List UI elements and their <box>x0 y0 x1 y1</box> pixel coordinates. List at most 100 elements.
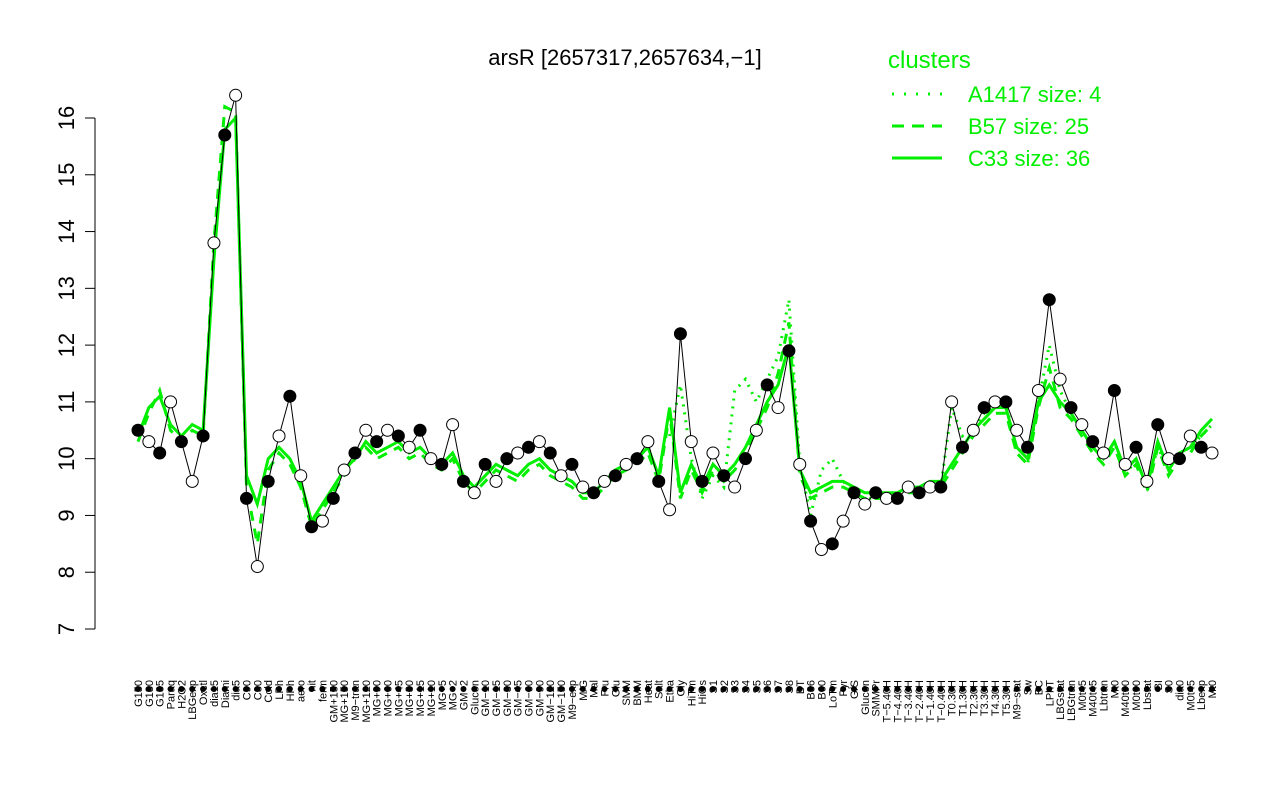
x-marker-dot <box>796 686 803 692</box>
x-tick-label: HiTm <box>686 680 698 706</box>
data-point <box>261 474 275 488</box>
data-point <box>760 378 774 392</box>
x-tick-label: LBGtran <box>1066 680 1078 721</box>
x-marker-dot <box>438 686 445 692</box>
x-marker-dot <box>265 686 272 692</box>
y-tick-label: 13 <box>54 276 79 300</box>
x-tick-label: M9−exp <box>567 680 579 719</box>
x-marker-dot <box>937 686 944 692</box>
data-point <box>500 452 514 466</box>
x-tick-label: M0t90 <box>1131 680 1143 711</box>
x-marker-dot <box>167 686 174 692</box>
x-marker-dot <box>785 686 792 692</box>
x-marker-dot <box>1024 686 1031 692</box>
data-point <box>706 446 720 460</box>
data-point <box>511 446 525 460</box>
x-tick-label: G/S <box>849 680 861 699</box>
x-tick-label: MG+60 <box>383 680 395 716</box>
x-tick-label: HPh <box>285 680 297 701</box>
x-marker-dot <box>482 686 489 692</box>
x-marker-dot <box>948 686 955 692</box>
x-tick-label: M9−stat <box>1012 680 1024 719</box>
data-point <box>782 344 796 358</box>
x-marker-dot <box>840 686 847 692</box>
data-point <box>131 423 145 437</box>
x-marker-dot <box>145 686 152 692</box>
x-tick-label: S0 <box>1164 680 1176 693</box>
data-point <box>229 88 243 102</box>
x-tick-label: GM−45 <box>513 680 525 716</box>
x-marker-dot <box>406 686 413 692</box>
data-point <box>239 491 253 505</box>
x-marker-dot <box>861 686 868 692</box>
data-point <box>435 457 449 471</box>
data-point <box>1010 423 1024 437</box>
x-marker-dot <box>449 686 456 692</box>
data-point <box>305 520 319 534</box>
x-marker-dot <box>427 686 434 692</box>
data-point <box>348 446 362 460</box>
x-marker-dot <box>1154 686 1161 692</box>
x-marker-dot <box>568 686 575 692</box>
x-marker-dot <box>742 686 749 692</box>
legend-label: A1417 size: 4 <box>968 82 1101 107</box>
x-tick-label: Lbstat <box>1142 680 1154 710</box>
x-tick-label: Etha <box>665 679 677 703</box>
x-tick-label: GM−120 <box>545 680 557 723</box>
data-point <box>1129 440 1143 454</box>
x-tick-label: B36 <box>806 680 818 700</box>
data-point <box>673 327 687 341</box>
x-tick-label: GM−60 <box>524 680 536 716</box>
x-marker-dot <box>1198 686 1205 692</box>
x-marker-dot <box>460 686 467 692</box>
data-point <box>966 423 980 437</box>
x-tick-label: GM+150 <box>328 680 340 723</box>
x-tick-label: S7 <box>773 680 785 693</box>
data-point <box>814 543 828 557</box>
x-marker-dot <box>731 686 738 692</box>
x-tick-label: ferm <box>317 680 329 702</box>
x-marker-dot <box>1035 686 1042 692</box>
x-marker-dot <box>514 686 521 692</box>
x-tick-label: Paraq <box>166 680 178 709</box>
x-marker-dot <box>818 686 825 692</box>
data-point <box>174 435 188 449</box>
data-point <box>456 474 470 488</box>
x-marker-dot <box>135 686 141 692</box>
x-marker-dot <box>1078 686 1085 692</box>
x-tick-label: MG+90 <box>372 680 384 716</box>
x-tick-label: H2O2 <box>176 680 188 709</box>
x-marker-dot <box>189 686 196 692</box>
data-point <box>977 401 991 415</box>
x-marker-dot <box>471 686 478 692</box>
x-tick-label: MG+5 <box>437 680 449 710</box>
data-point <box>576 480 590 494</box>
y-tick-label: 11 <box>54 390 79 413</box>
x-marker-dot <box>1057 686 1064 692</box>
y-tick-label: 9 <box>54 509 79 521</box>
x-marker-dot <box>601 686 608 692</box>
x-marker-dot <box>417 686 424 692</box>
data-point <box>413 423 427 437</box>
x-marker-dot <box>644 686 651 692</box>
x-tick-label: T5.30H <box>1001 680 1013 716</box>
data-point <box>923 480 937 494</box>
x-marker-dot <box>677 686 684 692</box>
x-marker-dot <box>764 686 771 692</box>
data-point <box>717 469 731 483</box>
data-point <box>185 474 199 488</box>
x-tick-label: MG+150 <box>339 680 351 723</box>
x-tick-label: Glu <box>610 680 622 697</box>
x-tick-label: Oxctl <box>198 680 210 705</box>
x-tick-label: GM−10 <box>480 680 492 716</box>
x-tick-label: LBGexp <box>187 680 199 720</box>
x-marker-dot <box>1013 686 1020 692</box>
data-point <box>337 463 351 477</box>
data-point <box>1021 440 1035 454</box>
data-point <box>272 429 286 443</box>
data-point <box>1042 293 1056 307</box>
x-marker-dot <box>970 686 977 692</box>
x-marker-dot <box>1209 686 1215 692</box>
x-tick-label: Fru <box>599 680 611 697</box>
x-tick-label: M0t45 <box>1185 680 1197 711</box>
